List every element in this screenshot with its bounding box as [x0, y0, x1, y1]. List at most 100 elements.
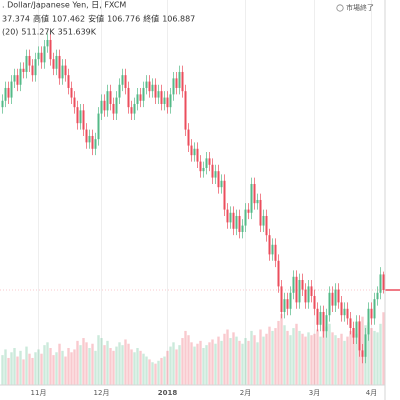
volume-bar	[301, 333, 304, 385]
x-tick-label: 3月	[309, 389, 320, 397]
candle-body	[46, 39, 49, 47]
candle-body	[79, 110, 82, 124]
candle-body	[355, 321, 358, 338]
candle-body	[163, 97, 166, 104]
volume-bar	[229, 338, 232, 385]
candle-body	[262, 215, 265, 226]
candle-body	[19, 68, 22, 85]
candle-body	[247, 209, 250, 213]
volume-bar	[292, 328, 295, 385]
volume-bar	[316, 329, 319, 385]
candle-body	[61, 65, 64, 79]
volume-bar	[163, 356, 166, 385]
x-tick-label: 11月	[31, 389, 47, 397]
candle-body	[169, 94, 172, 108]
volume-bar	[373, 330, 376, 385]
candle-body	[172, 78, 175, 95]
volume-bar	[286, 330, 289, 385]
volume-bar	[178, 345, 181, 385]
volume-bar	[193, 346, 196, 385]
volume-bar	[40, 353, 43, 385]
volume-bar	[25, 346, 28, 385]
candle-body	[235, 215, 238, 229]
candle-body	[178, 71, 181, 88]
candle-body	[268, 235, 271, 255]
candle-body	[367, 308, 370, 335]
volume-bar	[100, 338, 103, 385]
volume-bar	[376, 332, 379, 385]
candle-body	[121, 75, 124, 85]
volume-bar	[340, 333, 343, 385]
candle-body	[226, 209, 229, 223]
candle-body	[322, 311, 325, 332]
volume-bar	[352, 328, 355, 385]
volume-bar	[151, 362, 154, 385]
volume-bar	[157, 360, 160, 385]
candle-body	[139, 94, 142, 101]
volume-bar	[289, 335, 292, 385]
volume-bar	[190, 342, 193, 385]
x-tick-label: 4月	[366, 389, 377, 397]
candle-body	[154, 84, 157, 98]
volume-bar	[328, 323, 331, 385]
candle-body	[181, 71, 184, 92]
candle-body	[205, 158, 208, 168]
volume-bar	[343, 340, 346, 385]
volume-bar	[31, 357, 34, 385]
candle-body	[4, 87, 7, 101]
volume-bar	[103, 345, 106, 385]
candle-body	[55, 55, 58, 69]
volume-bar	[205, 345, 208, 385]
candle-body	[217, 171, 220, 188]
chart-title: . Dollar/Japanese Yen, 日, FXCM	[2, 1, 126, 10]
volume-bar	[271, 330, 274, 385]
candle-body	[238, 215, 241, 232]
volume-bar	[265, 333, 268, 385]
candle-body	[250, 183, 253, 213]
candle-body	[223, 180, 226, 210]
candle-body	[208, 158, 211, 165]
candle-body	[325, 315, 328, 332]
volume-bar	[304, 336, 307, 385]
candle-body	[364, 334, 367, 357]
volume-bar	[199, 340, 202, 385]
volume-bar	[319, 336, 322, 385]
candle-body	[106, 91, 109, 111]
candle-body	[259, 199, 262, 226]
legend-text: 107.462	[52, 15, 85, 24]
candle-body	[301, 279, 304, 290]
volume-bar	[202, 348, 205, 385]
candle-body	[49, 39, 52, 60]
volume-bar	[34, 352, 37, 385]
volume-bar	[187, 335, 190, 385]
volume-bar	[160, 357, 163, 385]
volume-bar	[58, 343, 61, 385]
legend-text: 511.27K	[21, 28, 55, 37]
volume-bar	[232, 332, 235, 385]
volume-bar	[256, 342, 259, 385]
label-layer: 37.374 高値 107.462 安値 106.776 終値 106.887 (20) 511…	[2, 14, 377, 398]
volume-bar	[367, 322, 370, 385]
candle-body	[229, 212, 232, 223]
candle-body	[1, 100, 4, 108]
volume-bar	[295, 323, 298, 385]
candle-body	[112, 103, 115, 114]
volume-bar	[136, 348, 139, 385]
candle-body	[94, 139, 97, 149]
volume-bar	[124, 339, 127, 385]
candle-body	[151, 84, 154, 92]
volume-bar	[325, 326, 328, 385]
candle-body	[133, 103, 136, 114]
volume-bar	[283, 325, 286, 385]
volume-bar	[55, 352, 58, 385]
candle-body	[91, 135, 94, 149]
candle-body	[196, 148, 199, 162]
candle-body	[175, 78, 178, 88]
volume-bar	[106, 340, 109, 385]
volume-bar	[280, 313, 283, 385]
candle-body	[232, 212, 235, 229]
volume-bar	[133, 352, 136, 385]
volume-bar	[166, 350, 169, 385]
